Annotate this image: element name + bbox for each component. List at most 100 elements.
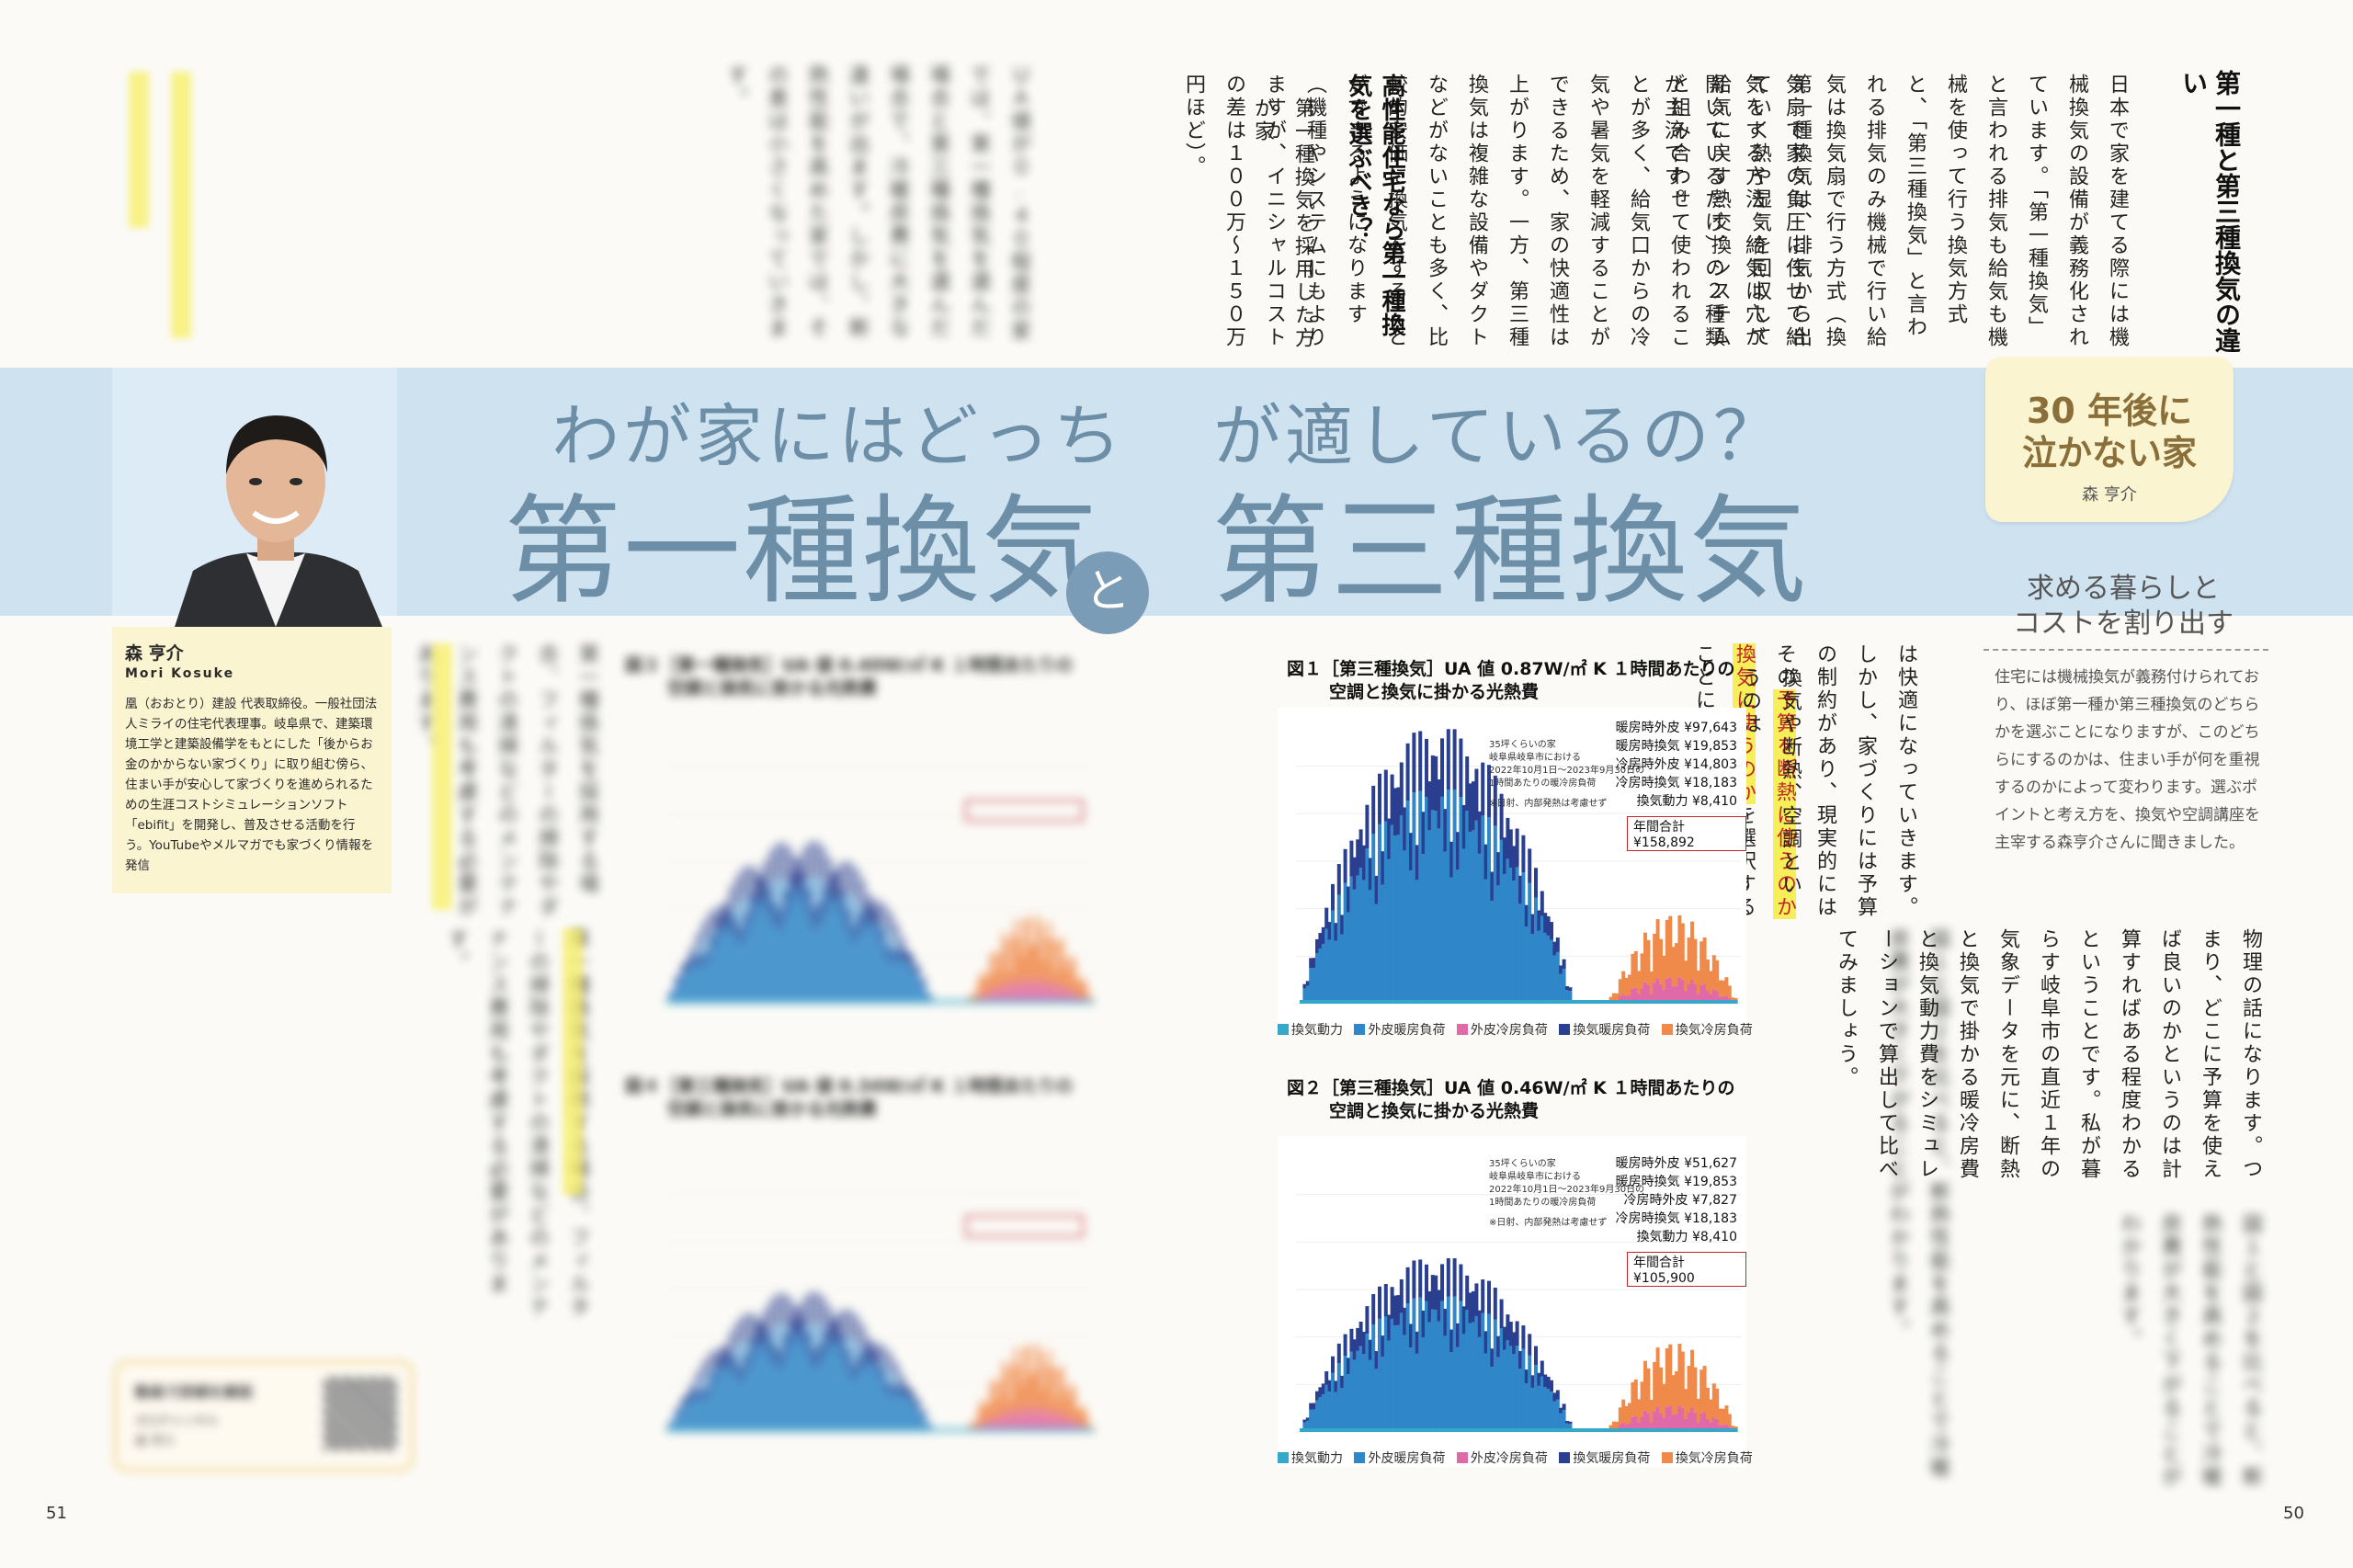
vent-heating-bar: [1499, 1299, 1504, 1329]
heating-bar: [901, 1387, 905, 1432]
fan-power-bar: [1597, 1000, 1600, 1004]
fan-power-bar: [1621, 1000, 1626, 1004]
fan-power-bar: [1078, 1428, 1083, 1432]
heating-bar: [848, 893, 853, 1004]
fan-power-bar: [1078, 1000, 1083, 1004]
fan-power-bar: [882, 1428, 887, 1432]
vent-heating-bar: [1440, 738, 1444, 797]
skin-cooling-bar: [1724, 1424, 1729, 1432]
cooling-bar: [1693, 1367, 1698, 1413]
heating-bar: [1409, 870, 1413, 1004]
fan-power-bar: [1684, 1000, 1688, 1004]
article-col-b: 換気や断熱、空調というのは: [1738, 667, 1802, 897]
vent-heating-bar: [1368, 1339, 1372, 1360]
fan-power-bar: [1347, 1428, 1350, 1432]
fan-power-bar: [1446, 1000, 1450, 1004]
fan-power-bar: [1044, 1428, 1049, 1432]
skin-cooling-bar: [1684, 1418, 1688, 1432]
heating-bar: [873, 930, 878, 1004]
fan-power-bar: [1425, 1428, 1428, 1432]
vent-heating-bar: [1324, 907, 1329, 929]
fan-power-bar: [1324, 1000, 1329, 1004]
fan-power-bar: [1427, 1000, 1432, 1004]
fan-power-bar: [961, 1000, 966, 1004]
heating-bar: [1481, 1312, 1485, 1432]
fan-power-bar: [1724, 1000, 1729, 1004]
fan-power-bar: [906, 1000, 911, 1004]
vent-heating-bar: [797, 857, 801, 890]
fan-power-bar: [747, 1000, 752, 1004]
heating-bar: [1349, 876, 1354, 1004]
fan-power-bar: [1646, 1000, 1651, 1004]
article-col-a-text: は快適になっていきます。しかし、家づくりには予算の制約があり、現実的にはその: [1773, 643, 1917, 919]
cooling-bar: [1075, 1408, 1079, 1426]
vent-heating-bar: [821, 1296, 825, 1327]
fan-power-bar: [1347, 1000, 1350, 1004]
fan-power-bar: [1459, 1428, 1463, 1432]
vent-heating-bar: [1468, 1292, 1472, 1324]
fan-power-bar: [1327, 1000, 1332, 1004]
vent-heating-bar: [1331, 1356, 1335, 1373]
cooling-bar: [1727, 1414, 1732, 1427]
cooling-bar: [977, 979, 982, 997]
legend-swatch: [1278, 1452, 1289, 1463]
cooling-bar: [993, 1379, 997, 1416]
skin-cooling-bar: [1017, 1412, 1021, 1432]
fan-power-bar: [1418, 1000, 1423, 1004]
skin-cooling-bar: [1020, 1417, 1025, 1432]
heating-bar: [1358, 1346, 1363, 1432]
skin-cooling-bar: [1002, 1410, 1006, 1432]
heating-bar: [1393, 1325, 1397, 1432]
vent-heating-bar: [735, 874, 740, 903]
fan-power-bar: [1039, 1428, 1043, 1432]
fan-power-bar: [708, 1000, 712, 1004]
vent-heating-bar: [699, 1391, 703, 1401]
fan-power-bar: [1615, 1000, 1620, 1004]
vent-heating-bar: [812, 907, 816, 929]
skin-cooling-bar: [1671, 986, 1676, 1004]
vent-heating-bar: [1477, 811, 1482, 854]
cooling-bar: [1690, 1349, 1694, 1408]
fan-power-bar: [867, 1000, 871, 1004]
skin-cooling-bar: [1668, 977, 1673, 1004]
fan-power-bar: [1659, 1428, 1663, 1432]
skin-cooling-bar: [1653, 1411, 1657, 1432]
video-promo-box[interactable]: 動画で詳細を解説 ゼロチャンネル 森 亨介: [114, 1360, 414, 1471]
vent-heating-bar: [1343, 1334, 1347, 1356]
article-col-3: 第一種換気を採用した方が家: [1251, 97, 1314, 350]
vent-heating-bar: [1390, 1287, 1394, 1319]
heating-bar: [1378, 1318, 1381, 1432]
vent-heating-bar: [1309, 958, 1313, 969]
heating-bar: [671, 993, 676, 1004]
vent-heating-bar: [1559, 1407, 1563, 1414]
fan-power-bar: [1378, 1428, 1381, 1432]
fan-power-bar: [894, 1000, 899, 1004]
heating-bar: [1309, 1409, 1313, 1432]
vent-heating-bar: [846, 909, 850, 930]
fan-power-bar: [1403, 1428, 1407, 1432]
heating-bar: [1331, 910, 1335, 1004]
vent-heating-bar: [1315, 938, 1319, 954]
skin-cooling-bar: [986, 994, 991, 1004]
fan-power-bar: [1472, 1000, 1475, 1004]
fan-power-bar: [1593, 1000, 1597, 1004]
heating-bar: [1465, 811, 1470, 1004]
fig1-notes: 35坪くらいの家 岐阜県岐阜市における 2022年10月1日〜2023年9月30…: [1489, 739, 1644, 811]
skin-cooling-bar: [1687, 1412, 1691, 1432]
vent-heating-bar: [1524, 1369, 1529, 1384]
vent-heating-bar: [1336, 1343, 1341, 1363]
fan-power-bar: [1007, 1000, 1012, 1004]
heating-bar: [1461, 1334, 1466, 1432]
fan-power-bar: [1586, 1000, 1591, 1004]
heating-bar: [861, 1348, 865, 1432]
heating-bar: [880, 1381, 883, 1432]
cooling-bar: [1063, 959, 1067, 991]
blurred-text-top-left: ＵＡ値が０.４０程度の家では、第一種換気を選んだ場合と第三種換気を選んだ場合で、…: [724, 64, 1030, 343]
vent-heating-bar: [717, 1357, 722, 1374]
vent-heating-bar: [882, 903, 887, 926]
fan-power-bar: [1665, 1000, 1669, 1004]
vent-heating-bar: [671, 1420, 676, 1424]
qr-code-icon[interactable]: [324, 1377, 397, 1450]
heating-bar: [717, 936, 722, 1004]
fan-power-bar: [940, 1000, 945, 1004]
